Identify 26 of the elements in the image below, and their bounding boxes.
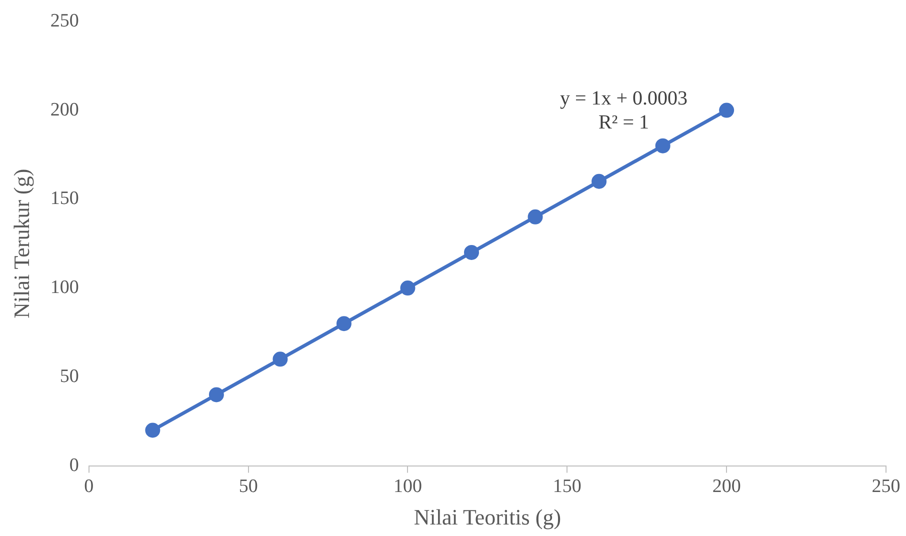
x-tick-label: 100 xyxy=(393,476,422,498)
x-tick-label: 150 xyxy=(552,476,582,498)
x-tick-label: 250 xyxy=(872,476,900,498)
x-axis-title: Nilai Teoritis (g) xyxy=(414,504,562,530)
point xyxy=(400,280,416,296)
y-tick-label: 250 xyxy=(50,10,79,32)
y-tick-label: 200 xyxy=(50,99,79,120)
point xyxy=(528,209,543,224)
y-axis-title: Nilai Terukur (g) xyxy=(8,168,34,318)
annotation: R² = 1 xyxy=(598,111,650,134)
y-tick-label: 150 xyxy=(50,188,79,210)
x-tick-label: 50 xyxy=(238,476,258,498)
point xyxy=(145,422,160,438)
point xyxy=(336,316,352,332)
point xyxy=(272,352,288,367)
y-tick-label: 50 xyxy=(60,366,79,387)
x-tick-label: 200 xyxy=(712,476,741,498)
annotation: y = 1x + 0.0003 xyxy=(560,87,688,110)
y-tick-label: 0 xyxy=(69,454,79,476)
point xyxy=(208,387,224,402)
point xyxy=(592,174,607,189)
point xyxy=(655,138,670,154)
x-tick-label: 0 xyxy=(84,476,94,498)
point xyxy=(464,244,480,260)
y-tick-label: 100 xyxy=(50,277,79,298)
point xyxy=(719,102,734,118)
